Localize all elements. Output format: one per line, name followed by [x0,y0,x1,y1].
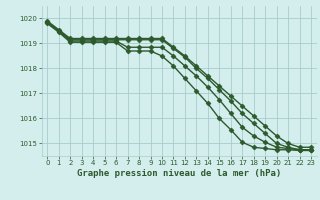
X-axis label: Graphe pression niveau de la mer (hPa): Graphe pression niveau de la mer (hPa) [77,169,281,178]
